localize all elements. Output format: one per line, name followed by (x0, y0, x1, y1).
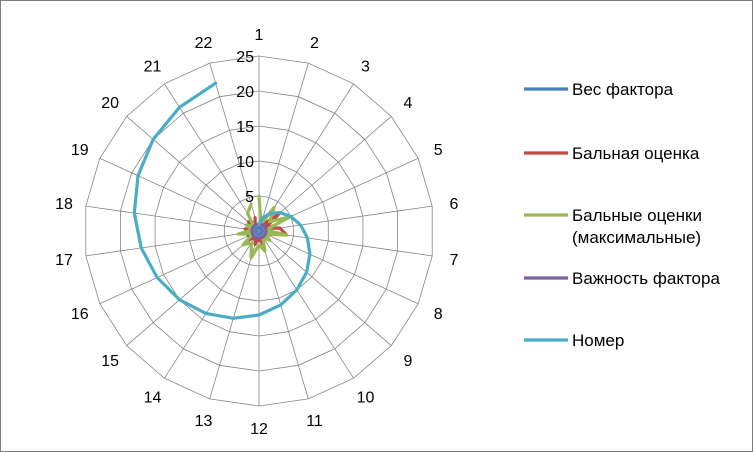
category-label: 17 (55, 252, 73, 269)
tick-label: 25 (236, 49, 254, 66)
category-label: 12 (250, 421, 268, 438)
grid-spoke (258, 205, 433, 232)
grid-spoke (258, 230, 419, 305)
category-label: 18 (55, 196, 73, 213)
grid-spoke (99, 157, 260, 232)
category-label: 19 (71, 142, 89, 159)
category-label: 9 (403, 353, 412, 370)
legend: Вес фактора Бальная оценка Бальные оценки (… (524, 80, 720, 350)
tick-label: 20 (236, 84, 254, 101)
category-label: 22 (195, 35, 213, 52)
grid-spoke (258, 62, 309, 232)
legend-entry: Бальная оценка (572, 144, 700, 163)
legend-entry: Бальные оценки (572, 206, 702, 225)
tick-label: 5 (245, 189, 254, 206)
grid-spoke (126, 116, 260, 232)
category-label: 10 (357, 390, 375, 407)
grid-spoke (258, 230, 309, 400)
category-label: 7 (450, 252, 459, 269)
grid-spoke (126, 230, 260, 346)
series-line (250, 222, 268, 240)
series-line (236, 194, 293, 260)
category-label: 11 (306, 413, 323, 430)
category-label: 6 (450, 196, 459, 213)
category-label: 14 (144, 390, 162, 407)
tick-label: 10 (236, 154, 254, 171)
legend-entry: (максимальные) (572, 228, 701, 247)
grid-spoke (85, 230, 260, 257)
category-label: 8 (434, 306, 443, 323)
category-label: 2 (310, 35, 319, 52)
series-line (132, 81, 312, 320)
category-label: 15 (101, 353, 119, 370)
grid-spoke (164, 230, 260, 379)
legend-entry: Номер (572, 331, 624, 350)
category-label: 1 (255, 27, 264, 44)
tick-label: 15 (236, 119, 254, 136)
grid-spoke (99, 230, 260, 305)
category-label: 20 (101, 95, 119, 112)
legend-entry: Вес фактора (572, 80, 674, 99)
category-label: 21 (144, 58, 162, 75)
series-lines (132, 81, 312, 320)
series-line (253, 225, 265, 237)
grid-spoke (258, 230, 392, 346)
category-label: 3 (361, 58, 370, 75)
grid-spoke (85, 205, 260, 232)
legend-entry: Важность фактора (572, 269, 720, 288)
category-label: 5 (434, 142, 443, 159)
grid-spoke (258, 230, 354, 379)
category-label: 13 (195, 413, 213, 430)
category-label: 16 (71, 306, 89, 323)
category-label: 4 (403, 95, 412, 112)
